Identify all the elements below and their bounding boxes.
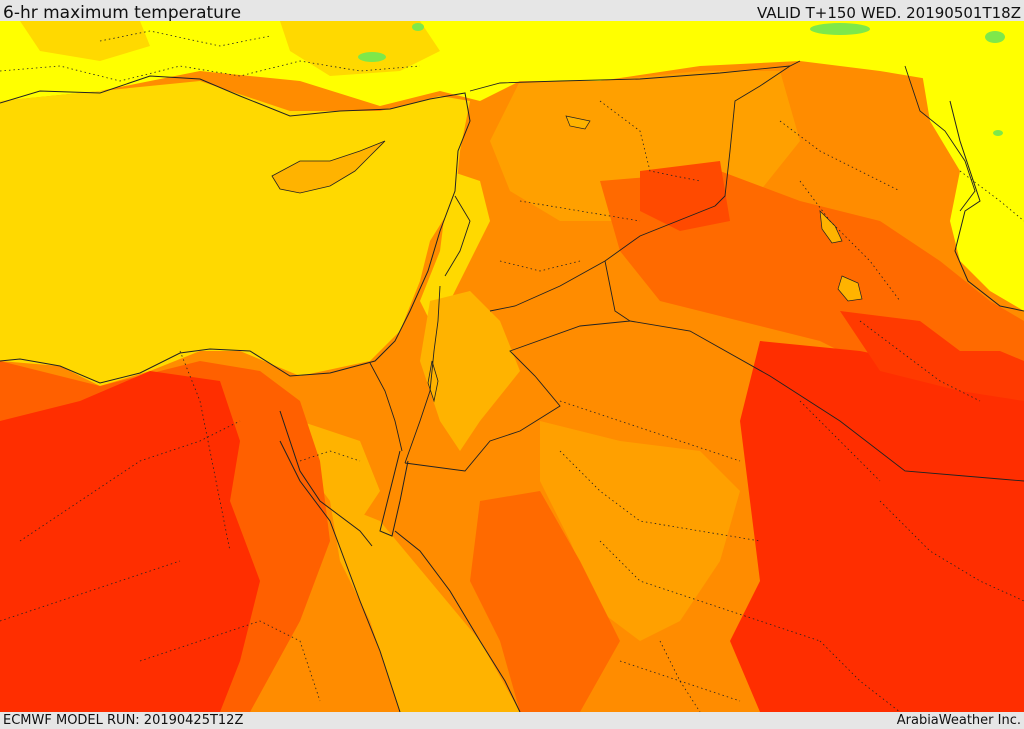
credit: ArabiaWeather Inc.	[896, 713, 1021, 728]
coastline-aqaba	[379, 450, 409, 537]
provincial-borders	[0, 30, 1024, 712]
cyprus-island	[271, 140, 386, 194]
field-red-iraq	[640, 161, 730, 231]
field-red-iraq-2	[840, 311, 1024, 401]
field-green-3	[358, 52, 386, 62]
field-green-4	[412, 23, 424, 31]
border-iraq-saudi	[629, 320, 1024, 482]
coastline-med-north	[0, 75, 471, 384]
field-light-orange-jordan	[420, 291, 520, 451]
coastline-dead-sea	[427, 360, 439, 403]
lake-tharthar	[819, 210, 843, 244]
field-light-orange-redsea	[330, 501, 520, 712]
border-israel-jordan	[404, 285, 441, 464]
model-run: ECMWF MODEL RUN: 20190425T12Z	[3, 713, 244, 728]
field-green-1	[810, 23, 870, 35]
field-dark-orange-arabia	[470, 491, 620, 712]
border-iran-iraq	[904, 65, 976, 212]
field-light-yellow-north	[0, 21, 1024, 141]
field-red-arabia	[730, 341, 1024, 712]
field-green-5	[993, 130, 1003, 136]
coastline-suez	[279, 410, 373, 547]
field-yellow-turkey-2	[20, 21, 150, 61]
footer-bar: ECMWF MODEL RUN: 20190425T12Z ArabiaWeat…	[0, 712, 1024, 729]
field-light-orange-sinai	[300, 421, 380, 521]
valid-time: VALID T+150 WED. 20190501T18Z	[756, 4, 1021, 22]
lake-assad	[565, 115, 591, 130]
field-green-2	[985, 31, 1005, 43]
coastline-caspian	[949, 100, 1024, 312]
temperature-map[interactable]	[0, 21, 1024, 712]
field-yellow-turkey	[280, 21, 440, 76]
border-syria-iraq	[714, 65, 791, 207]
coastline-redsea-east	[394, 530, 521, 712]
border-jordan-iraq	[489, 205, 716, 312]
border-lebanon-syria	[444, 195, 471, 277]
border-egypt-israel	[369, 362, 403, 452]
coastline-redsea-west	[279, 440, 401, 712]
border-jordan-saudi	[404, 260, 632, 472]
header-bar: 6-hr maximum temperature VALID T+150 WED…	[0, 0, 1024, 23]
field-yellow-levant	[420, 171, 490, 321]
map-title: 6-hr maximum temperature	[3, 3, 242, 23]
field-red-egypt	[0, 371, 260, 712]
lake-milh	[837, 275, 863, 302]
